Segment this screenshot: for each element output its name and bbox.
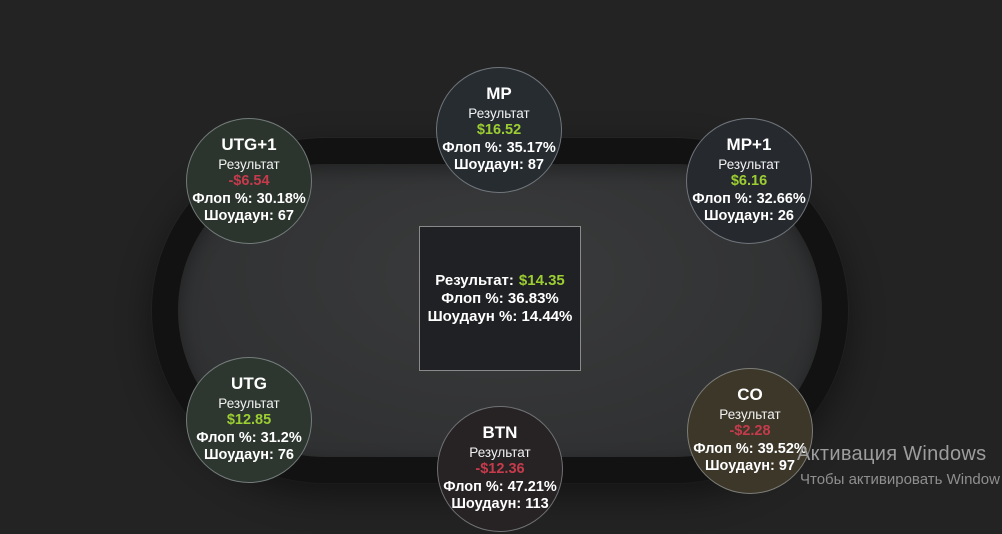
total-result-value: $14.35	[518, 271, 565, 289]
seat-showdown-stat: Шоудаун: 67	[203, 208, 295, 225]
seat-position-label: MP+1	[726, 135, 772, 155]
watermark-subtitle: Чтобы активировать Window	[800, 471, 1000, 488]
seat-co[interactable]: CO Результат -$2.28 Флоп %: 39.52% Шоуда…	[687, 368, 813, 494]
seat-result-value: $16.52	[476, 122, 522, 139]
seat-flop-stat: Флоп %: 39.52%	[693, 440, 807, 457]
seat-showdown-stat: Шоудаун: 26	[703, 208, 795, 225]
seat-mp1[interactable]: MP+1 Результат $6.16 Флоп %: 32.66% Шоуд…	[686, 118, 812, 244]
seat-position-label: UTG	[231, 374, 267, 394]
seat-result-value: -$12.36	[475, 461, 525, 478]
seat-result-label: Результат	[469, 444, 531, 460]
seat-result-label: Результат	[719, 406, 781, 422]
seat-result-label: Результат	[218, 156, 280, 172]
total-result-line: Результат: $14.35	[435, 272, 565, 290]
seat-position-label: BTN	[482, 423, 518, 443]
watermark-title: Активация Windows	[797, 443, 987, 465]
seat-showdown-stat: Шоудаун: 87	[453, 157, 545, 174]
seat-flop-stat: Флоп %: 30.18%	[192, 190, 306, 207]
seat-position-label: CO	[737, 385, 763, 405]
seat-showdown-stat: Шоудаун: 76	[203, 447, 295, 464]
seat-utg1[interactable]: UTG+1 Результат -$6.54 Флоп %: 30.18% Шо…	[186, 118, 312, 244]
total-result-label: Результат:	[435, 271, 514, 289]
seat-showdown-stat: Шоудаун: 97	[704, 458, 796, 475]
total-stats-panel: Результат: $14.35 Флоп %: 36.83% Шоудаун…	[419, 226, 581, 371]
seat-result-label: Результат	[218, 395, 280, 411]
total-flop-stat: Флоп %: 36.83%	[441, 289, 559, 307]
seat-position-label: UTG+1	[221, 135, 277, 155]
seat-btn[interactable]: BTN Результат -$12.36 Флоп %: 47.21% Шоу…	[437, 406, 563, 532]
seat-result-value: -$2.28	[729, 423, 771, 440]
seat-flop-stat: Флоп %: 35.17%	[442, 139, 556, 156]
seat-result-label: Результат	[718, 156, 780, 172]
seat-flop-stat: Флоп %: 32.66%	[692, 190, 806, 207]
seat-mp[interactable]: MP Результат $16.52 Флоп %: 35.17% Шоуда…	[436, 67, 562, 193]
seat-result-value: -$6.54	[228, 173, 270, 190]
seat-position-label: MP	[486, 84, 512, 104]
seat-flop-stat: Флоп %: 31.2%	[196, 429, 302, 446]
seat-flop-stat: Флоп %: 47.21%	[443, 478, 557, 495]
seat-result-value: $12.85	[226, 412, 272, 429]
total-showdown-stat: Шоудаун %: 14.44%	[427, 307, 573, 325]
seat-showdown-stat: Шоудаун: 113	[451, 496, 549, 513]
seat-result-label: Результат	[468, 105, 530, 121]
seat-utg[interactable]: UTG Результат $12.85 Флоп %: 31.2% Шоуда…	[186, 357, 312, 483]
windows-activation-watermark: Активация Windows Чтобы активировать Win…	[797, 443, 1000, 488]
seat-result-value: $6.16	[730, 173, 768, 190]
